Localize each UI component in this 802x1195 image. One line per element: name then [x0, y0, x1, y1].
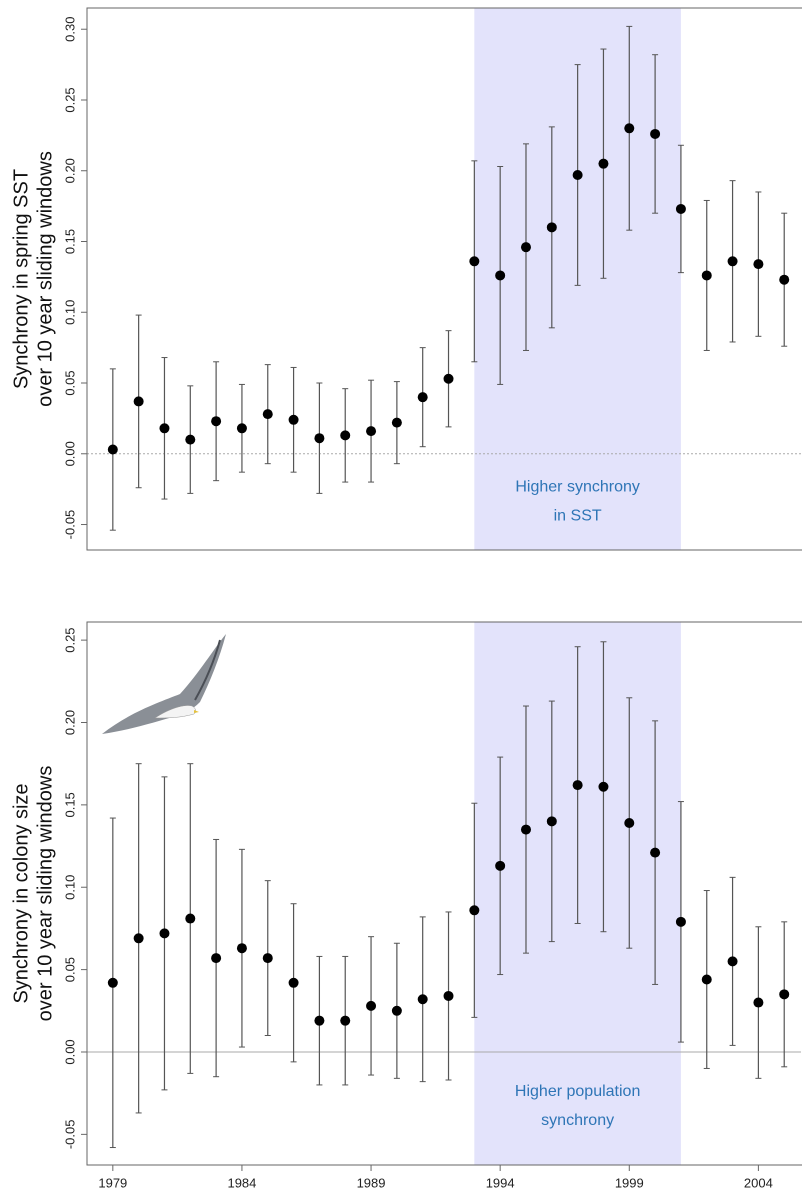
panel: -0.05 0.00 0.05 0.10 0.15 0.20 0.25 1979 1984 198…: [10, 622, 802, 1190]
y-tick-label: 0.20: [62, 710, 77, 735]
point: [598, 782, 608, 792]
point: [263, 953, 273, 963]
page: {"chart_data": [ {"type": "errorbar", "y…: [0, 0, 802, 1195]
point: [624, 123, 634, 133]
point: [753, 259, 763, 269]
point: [340, 1016, 350, 1026]
point: [676, 917, 686, 927]
annotation: Higher synchrony: [515, 479, 640, 496]
point: [728, 256, 738, 266]
point: [134, 396, 144, 406]
point: [159, 423, 169, 433]
point: [185, 435, 195, 445]
point: [728, 956, 738, 966]
point: [185, 914, 195, 924]
figure: -0.05 0.00 0.05 0.10 0.15 0.20 0.25 0.30 Synchro…: [0, 0, 802, 1195]
point: [366, 1001, 376, 1011]
point: [495, 270, 505, 280]
y-tick-label: 0.15: [62, 792, 77, 817]
annotation: synchrony: [541, 1112, 614, 1129]
point: [624, 818, 634, 828]
point: [314, 1016, 324, 1026]
point: [211, 416, 221, 426]
y-axis-label: over 10 year sliding windows: [34, 151, 56, 407]
gull-illustration: [102, 634, 226, 734]
x-tick-label: 1989: [357, 1175, 386, 1190]
point: [469, 256, 479, 266]
y-tick-label: 0.20: [62, 158, 77, 183]
point: [547, 222, 557, 232]
point: [263, 409, 273, 419]
y-tick-label: 0.25: [62, 87, 77, 112]
point: [289, 978, 299, 988]
point: [650, 848, 660, 858]
point: [340, 430, 350, 440]
y-tick-label: 0.10: [62, 875, 77, 900]
y-tick-label: 0.30: [62, 17, 77, 42]
point: [702, 974, 712, 984]
panel: -0.05 0.00 0.05 0.10 0.15 0.20 0.25 0.30 Synchro…: [10, 8, 802, 550]
y-tick-label: -0.05: [62, 1120, 77, 1150]
point: [134, 933, 144, 943]
x-tick-label: 1994: [486, 1175, 515, 1190]
x-tick-label: 2004: [744, 1175, 773, 1190]
y-tick-label: 0.00: [62, 1039, 77, 1064]
annotation: Higher population: [515, 1083, 640, 1100]
y-axis-label: Synchrony in spring SST: [10, 169, 32, 389]
y-tick-label: 0.25: [62, 627, 77, 652]
gull-beak: [194, 710, 199, 713]
point: [289, 415, 299, 425]
y-tick-label: 0.10: [62, 300, 77, 325]
point: [779, 989, 789, 999]
point: [392, 418, 402, 428]
point: [108, 978, 118, 988]
point: [108, 445, 118, 455]
y-tick-label: -0.05: [62, 510, 77, 540]
annotation: in SST: [554, 508, 602, 525]
point: [573, 170, 583, 180]
point: [676, 204, 686, 214]
point: [779, 275, 789, 285]
point: [366, 426, 376, 436]
x-tick-label: 1984: [227, 1175, 256, 1190]
point: [521, 825, 531, 835]
point: [521, 242, 531, 252]
point: [444, 374, 454, 384]
x-tick-label: 1979: [98, 1175, 127, 1190]
y-tick-label: 0.00: [62, 441, 77, 466]
point: [753, 998, 763, 1008]
point: [237, 423, 247, 433]
point: [702, 270, 712, 280]
point: [598, 159, 608, 169]
point: [444, 991, 454, 1001]
point: [573, 780, 583, 790]
y-tick-label: 0.15: [62, 229, 77, 254]
point: [314, 433, 324, 443]
point: [650, 129, 660, 139]
point: [211, 953, 221, 963]
point: [547, 816, 557, 826]
point: [495, 861, 505, 871]
point: [237, 943, 247, 953]
charts: -0.05 0.00 0.05 0.10 0.15 0.20 0.25 0.30 Synchro…: [10, 8, 802, 1190]
y-axis-label: over 10 year sliding windows: [34, 766, 56, 1022]
gull-wing: [102, 634, 226, 734]
y-tick-label: 0.05: [62, 957, 77, 982]
point: [159, 928, 169, 938]
point: [418, 994, 428, 1004]
point: [392, 1006, 402, 1016]
plot-frame: [87, 8, 802, 550]
y-tick-label: 0.05: [62, 370, 77, 395]
point: [418, 392, 428, 402]
x-tick-label: 1999: [615, 1175, 644, 1190]
point: [469, 905, 479, 915]
y-axis-label: Synchrony in colony size: [10, 783, 32, 1003]
